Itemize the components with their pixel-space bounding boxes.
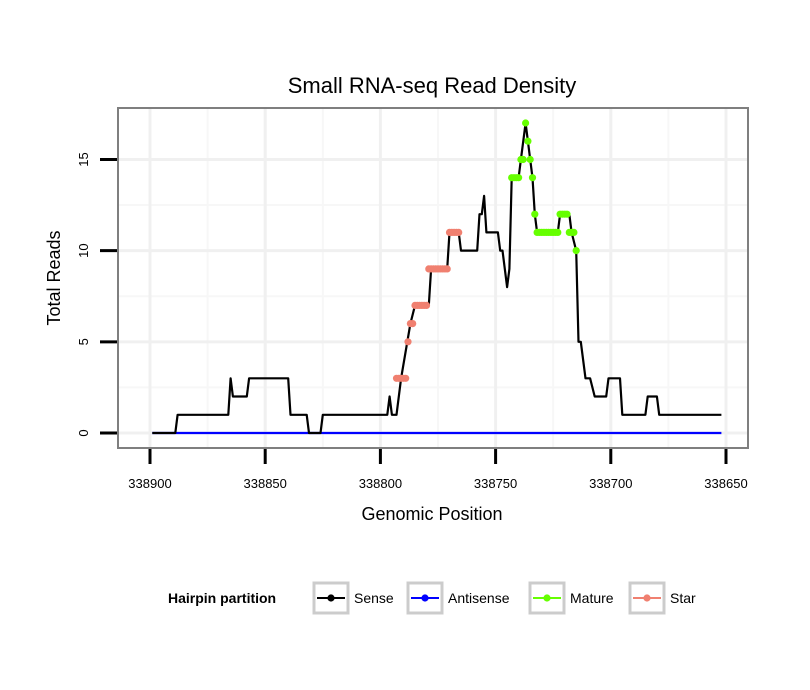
star-point bbox=[422, 301, 431, 309]
y-tick-label: 0 bbox=[76, 429, 91, 436]
mature-point bbox=[526, 155, 534, 164]
y-axis: 0 5 10 15 bbox=[76, 152, 117, 437]
star-point bbox=[409, 320, 417, 328]
star-point bbox=[404, 338, 412, 346]
legend-key-point bbox=[421, 594, 429, 602]
legend-key-point bbox=[327, 594, 335, 602]
series-sense bbox=[152, 121, 722, 435]
x-axis: 338900 338850 338800 338750 338700 338650 bbox=[128, 449, 748, 491]
series-layer bbox=[152, 119, 722, 435]
legend-item-antisense: Antisense bbox=[406, 581, 510, 615]
mature-point bbox=[563, 210, 571, 218]
panel-background bbox=[118, 108, 748, 448]
x-tick-label: 338650 bbox=[704, 476, 747, 491]
mature-point bbox=[528, 174, 537, 182]
y-tick-label: 10 bbox=[76, 243, 91, 257]
legend-key-point bbox=[543, 594, 551, 602]
legend-label: Mature bbox=[570, 590, 614, 606]
mature-point bbox=[522, 119, 530, 127]
plot-panel bbox=[117, 107, 749, 449]
y-tick-label: 15 bbox=[76, 152, 91, 166]
x-tick-label: 338800 bbox=[359, 476, 402, 491]
legend-key-point bbox=[643, 594, 651, 602]
mature-point bbox=[570, 228, 578, 236]
y-axis-title: Total Reads bbox=[44, 230, 64, 325]
mature-point bbox=[531, 210, 539, 218]
sense-line bbox=[152, 121, 722, 435]
chart-title: Small RNA-seq Read Density bbox=[288, 73, 577, 98]
mature-point bbox=[519, 155, 527, 164]
x-tick-label: 338850 bbox=[244, 476, 287, 491]
star-point bbox=[443, 265, 451, 273]
x-tick-label: 338750 bbox=[474, 476, 517, 491]
x-tick-label: 338700 bbox=[589, 476, 632, 491]
mature-point bbox=[524, 137, 532, 145]
legend-label: Sense bbox=[354, 590, 394, 606]
legend-label: Star bbox=[670, 590, 696, 606]
star-point bbox=[455, 228, 463, 236]
legend-label: Antisense bbox=[448, 590, 510, 606]
series-mature-points bbox=[508, 119, 580, 255]
mature-point bbox=[515, 174, 523, 182]
series-star-points bbox=[392, 228, 463, 382]
legend-item-star: Star bbox=[628, 581, 696, 615]
mature-point bbox=[554, 228, 562, 236]
x-tick-label: 338900 bbox=[128, 476, 171, 491]
legend-item-mature: Mature bbox=[528, 581, 614, 615]
x-axis-title: Genomic Position bbox=[361, 504, 502, 524]
legend-title: Hairpin partition bbox=[168, 590, 276, 606]
y-tick-label: 5 bbox=[76, 338, 91, 345]
legend-item-sense: Sense bbox=[312, 581, 394, 615]
mature-point bbox=[572, 247, 580, 255]
legend: Hairpin partition Sense Antisense Mature St… bbox=[168, 581, 696, 615]
panel-border bbox=[117, 107, 749, 449]
star-point bbox=[402, 374, 410, 382]
